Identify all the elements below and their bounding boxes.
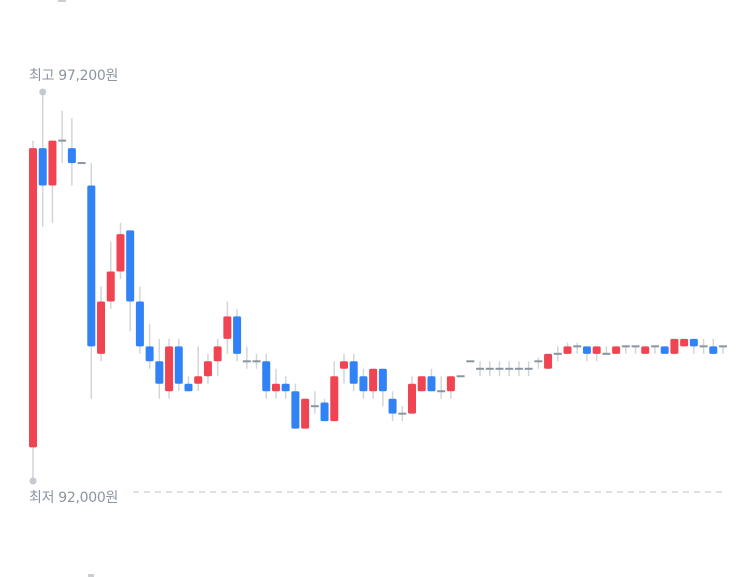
candle-body xyxy=(281,383,290,392)
candle-body xyxy=(213,346,222,362)
candle-doji xyxy=(573,345,582,348)
candle-body xyxy=(97,301,106,354)
low-price-label: 최저 92,000원 xyxy=(29,490,119,506)
candle-doji xyxy=(310,405,319,408)
candle-body xyxy=(427,376,436,392)
candle-doji xyxy=(437,390,446,393)
candle-doji xyxy=(466,360,475,363)
candle-body xyxy=(378,368,387,392)
candle-body xyxy=(612,346,621,354)
candle-body xyxy=(349,361,358,384)
candle-doji xyxy=(534,360,543,363)
candle-doji xyxy=(242,360,251,363)
candle-body xyxy=(38,148,47,186)
candle-doji xyxy=(495,367,504,370)
top-edge-fragment xyxy=(58,0,66,2)
candle-body xyxy=(126,230,135,302)
candle-doji xyxy=(650,345,659,348)
candle-body xyxy=(446,376,455,392)
candle-doji xyxy=(505,367,514,370)
candle-body xyxy=(670,338,679,354)
candle-body xyxy=(689,338,698,347)
high-marker-dot xyxy=(39,88,47,96)
candle-body xyxy=(359,376,368,392)
candle-body xyxy=(291,391,300,429)
candle-body xyxy=(48,140,57,186)
candle-doji xyxy=(553,352,562,355)
candle-body xyxy=(87,185,96,347)
candle-body xyxy=(67,148,76,164)
candle-body xyxy=(641,346,650,354)
low-marker-dot xyxy=(29,477,37,485)
candle-body xyxy=(233,316,242,354)
candle-body xyxy=(417,376,426,392)
candle-body xyxy=(174,346,183,384)
candle-body xyxy=(330,376,339,422)
candle-body xyxy=(116,234,125,272)
candle-body xyxy=(320,402,329,422)
candle-body xyxy=(408,383,417,414)
candle-body xyxy=(184,383,193,392)
candle-doji xyxy=(252,360,261,363)
candle-body xyxy=(165,346,174,392)
candle-body xyxy=(223,316,232,339)
candle-body xyxy=(29,148,37,448)
candle-doji xyxy=(485,367,494,370)
candle-body xyxy=(155,361,164,384)
candle-doji xyxy=(77,162,86,165)
candle-body xyxy=(262,361,271,392)
candle-body xyxy=(563,346,572,354)
candle-body xyxy=(301,398,310,429)
candle-doji xyxy=(476,367,485,370)
candle-body xyxy=(145,346,154,362)
candle-doji xyxy=(456,375,465,378)
candle-doji xyxy=(398,412,407,415)
candle-body xyxy=(680,338,689,347)
candle-doji xyxy=(58,139,67,142)
candle-body xyxy=(106,271,115,302)
candle-doji xyxy=(631,345,640,348)
candle-body xyxy=(660,346,669,354)
candle-body xyxy=(339,361,348,369)
candle-body xyxy=(709,346,718,354)
high-price-label: 최고 97,200원 xyxy=(29,68,119,84)
candle-body xyxy=(194,376,203,384)
candle-doji xyxy=(524,367,533,370)
candle-doji xyxy=(602,352,611,355)
candle-doji xyxy=(621,345,630,348)
candle-body xyxy=(203,361,212,377)
bottom-edge-fragment xyxy=(88,574,94,577)
candle-body xyxy=(271,383,280,392)
candle-doji xyxy=(514,367,523,370)
candle-body xyxy=(582,346,591,354)
candle-doji xyxy=(699,345,708,348)
candle-doji xyxy=(719,345,727,348)
candle-body xyxy=(388,398,397,414)
candle-body xyxy=(592,346,601,354)
candle-body xyxy=(369,368,378,392)
candle-body xyxy=(544,353,553,369)
candle-body xyxy=(135,301,144,347)
